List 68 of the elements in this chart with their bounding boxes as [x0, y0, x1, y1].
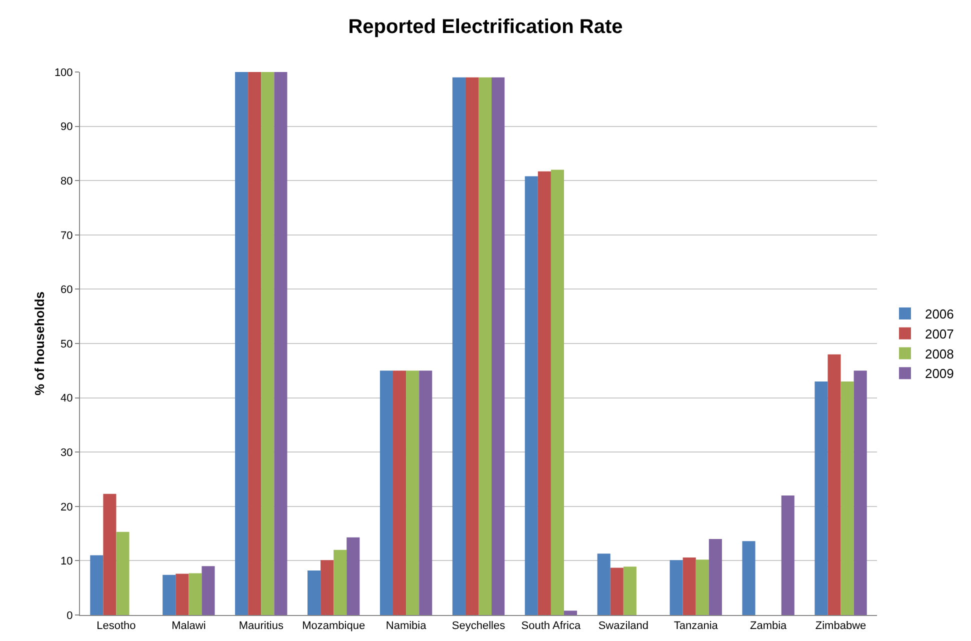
bar [116, 532, 130, 615]
chart-title: Reported Electrification Rate [348, 16, 623, 38]
bar [670, 560, 683, 615]
bar [538, 171, 551, 615]
bar [176, 574, 189, 615]
bar [828, 354, 841, 615]
y-tick-label: 100 [54, 66, 73, 79]
y-tick-label: 20 [60, 501, 73, 514]
y-tick-label: 30 [60, 446, 73, 459]
bar [261, 72, 274, 615]
y-tick-label: 90 [60, 121, 73, 134]
bar [346, 537, 360, 615]
bar [623, 566, 636, 615]
y-tick-label: 0 [66, 610, 73, 622]
legend-label: 2009 [924, 366, 954, 382]
bar [854, 370, 867, 615]
bar [103, 494, 116, 615]
y-tick-label: 50 [60, 338, 73, 350]
bar [162, 574, 176, 615]
bar [610, 568, 624, 615]
x-tick-label: Zambia [750, 620, 788, 632]
x-tick-label: Malawi [172, 620, 206, 632]
legend-label: 2008 [924, 346, 954, 362]
x-tick-label: South Africa [521, 620, 582, 632]
bar [248, 72, 262, 615]
bar [478, 77, 492, 615]
bar [320, 560, 334, 615]
bar [696, 560, 709, 615]
bar [492, 77, 505, 615]
x-tick-label: Namibia [386, 620, 428, 632]
x-tick-label: Mauritius [238, 620, 284, 632]
bar [708, 538, 722, 615]
bar [419, 370, 432, 615]
y-tick-label: 10 [60, 556, 73, 568]
bar [274, 72, 288, 615]
bar [406, 370, 420, 615]
x-tick-label: Mozambique [302, 620, 366, 632]
legend-label: 2007 [924, 326, 954, 342]
bar [465, 77, 478, 615]
y-tick-label: 40 [60, 392, 73, 405]
bar [188, 573, 202, 615]
bar [524, 176, 538, 615]
bar [380, 370, 393, 615]
bar [781, 496, 794, 615]
bar [334, 550, 347, 615]
y-tick-label: 70 [60, 230, 73, 242]
bar [550, 170, 564, 615]
y-tick-label: 60 [60, 284, 73, 296]
x-tick-label: Seychelles [452, 620, 506, 632]
y-tick-label: 80 [60, 175, 73, 188]
bar [202, 566, 215, 615]
x-tick-label: Tanzania [674, 620, 719, 632]
y-axis-title: % of households [32, 292, 47, 396]
bar [840, 382, 854, 615]
x-tick-label: Lesotho [96, 620, 136, 632]
x-tick-label: Swaziland [598, 620, 648, 632]
bar [597, 554, 610, 615]
bar [742, 541, 756, 615]
bar [235, 72, 248, 615]
bar [452, 77, 466, 615]
bar [814, 382, 828, 615]
bar [682, 557, 696, 615]
bar [393, 370, 406, 615]
bar [308, 570, 321, 615]
bar [564, 610, 578, 615]
x-tick-label: Zimbabwe [815, 620, 866, 632]
bar [90, 555, 104, 615]
legend-label: 2006 [924, 306, 954, 322]
